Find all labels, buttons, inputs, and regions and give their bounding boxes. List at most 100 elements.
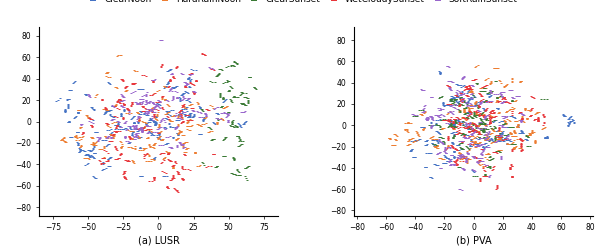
Point xyxy=(452,148,461,152)
HardRainNoon xyxy=(141,152,151,156)
Point xyxy=(430,144,439,148)
HardRainNoon xyxy=(134,119,143,123)
HardRainNoon xyxy=(180,106,190,110)
Point xyxy=(459,110,469,114)
Point xyxy=(474,143,483,147)
HardRainNoon xyxy=(152,112,162,116)
SoftRainSunset xyxy=(128,134,138,138)
Point xyxy=(440,148,450,152)
WetCloudySunset xyxy=(139,156,149,160)
HardRainNoon xyxy=(106,132,116,136)
Point xyxy=(509,128,519,132)
WetCloudySunset xyxy=(173,189,183,193)
Point xyxy=(449,162,459,166)
Point xyxy=(455,121,464,125)
Point xyxy=(441,103,451,107)
Point xyxy=(470,104,480,108)
Point xyxy=(421,139,430,143)
HardRainNoon xyxy=(179,141,188,145)
ClearNoon xyxy=(135,174,145,178)
Point xyxy=(475,123,485,126)
Point xyxy=(516,141,526,145)
Point xyxy=(506,125,516,129)
Point xyxy=(465,125,474,129)
Point xyxy=(459,123,468,127)
Point xyxy=(478,86,488,90)
WetCloudySunset xyxy=(95,159,105,163)
SoftRainSunset xyxy=(122,119,131,123)
ClearSunset xyxy=(223,79,233,83)
Point xyxy=(455,151,464,155)
Point xyxy=(468,84,477,88)
WetCloudySunset xyxy=(209,152,219,156)
Point xyxy=(520,107,530,111)
SoftRainSunset xyxy=(141,110,150,114)
Point xyxy=(508,140,518,144)
ClearNoon xyxy=(145,130,155,134)
Point xyxy=(466,89,476,93)
Point xyxy=(468,116,478,120)
Point xyxy=(459,120,469,124)
Point xyxy=(455,121,465,125)
Point xyxy=(448,99,458,103)
HardRainNoon xyxy=(220,105,229,109)
Point xyxy=(464,101,473,105)
Point xyxy=(426,114,435,118)
Point xyxy=(460,135,470,139)
HardRainNoon xyxy=(154,130,164,134)
HardRainNoon xyxy=(147,130,157,134)
ClearNoon xyxy=(184,76,193,80)
HardRainNoon xyxy=(179,145,188,149)
WetCloudySunset xyxy=(169,75,178,79)
WetCloudySunset xyxy=(119,169,129,173)
Point xyxy=(523,134,532,138)
Point xyxy=(458,167,468,171)
Point xyxy=(474,131,483,135)
ClearNoon xyxy=(155,137,165,141)
ClearSunset xyxy=(234,173,244,177)
Point xyxy=(456,155,465,158)
HardRainNoon xyxy=(172,137,182,141)
ClearNoon xyxy=(173,132,182,136)
SoftRainSunset xyxy=(166,145,175,149)
SoftRainSunset xyxy=(150,105,160,109)
Point xyxy=(494,126,503,130)
Point xyxy=(501,121,511,125)
ClearNoon xyxy=(90,176,100,180)
ClearSunset xyxy=(220,154,230,158)
Point xyxy=(433,140,442,144)
Point xyxy=(539,121,548,125)
HardRainNoon xyxy=(113,86,122,90)
Point xyxy=(451,97,461,101)
HardRainNoon xyxy=(138,125,148,129)
Point xyxy=(478,114,488,118)
Point xyxy=(492,106,502,110)
Point xyxy=(476,109,485,113)
HardRainNoon xyxy=(129,161,138,165)
Point xyxy=(512,125,522,129)
Point xyxy=(474,129,483,133)
ClearNoon xyxy=(236,124,246,128)
ClearNoon xyxy=(66,88,76,92)
ClearSunset xyxy=(222,80,232,84)
ClearNoon xyxy=(188,68,198,72)
Point xyxy=(486,82,495,86)
Point xyxy=(475,140,485,144)
SoftRainSunset xyxy=(175,140,184,144)
Point xyxy=(468,169,478,173)
ClearNoon xyxy=(146,133,156,137)
SoftRainSunset xyxy=(172,95,182,99)
Point xyxy=(411,139,420,143)
Point xyxy=(487,99,497,103)
Point xyxy=(487,109,497,113)
Point xyxy=(468,121,477,124)
Point xyxy=(458,147,467,151)
Point xyxy=(460,83,470,87)
WetCloudySunset xyxy=(78,130,87,134)
Point xyxy=(452,95,461,99)
Point xyxy=(450,130,459,134)
SoftRainSunset xyxy=(149,101,158,105)
ClearNoon xyxy=(117,114,126,118)
Point xyxy=(479,174,489,178)
ClearNoon xyxy=(83,148,93,152)
